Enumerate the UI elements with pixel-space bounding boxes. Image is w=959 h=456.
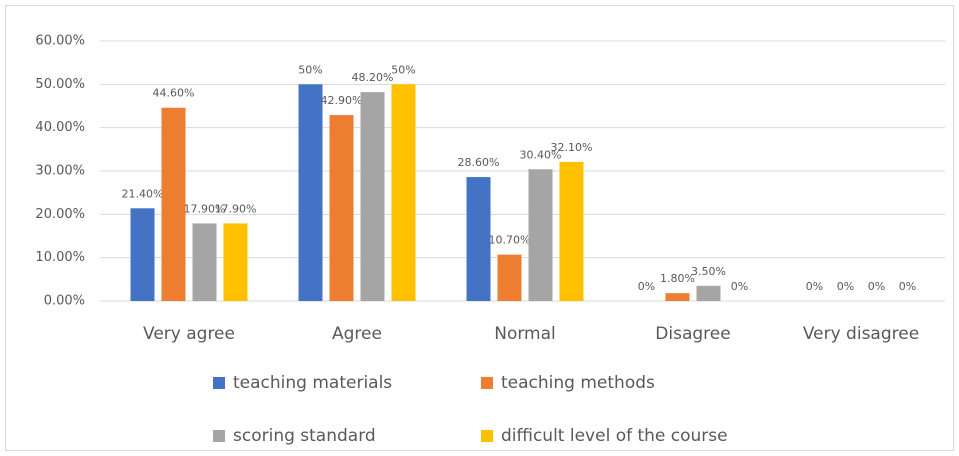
x-tick-label: Normal [494, 324, 556, 344]
legend-swatch [481, 377, 493, 389]
bar [192, 223, 217, 301]
legend-label: teaching materials [233, 373, 392, 393]
value-label: 3.50% [691, 265, 726, 278]
value-label: 50% [391, 63, 415, 76]
y-tick-label: 50.00% [35, 77, 85, 92]
y-tick-label: 20.00% [35, 207, 85, 222]
bar [665, 293, 690, 301]
value-label: 21.40% [122, 187, 164, 200]
value-label: 0% [837, 280, 854, 293]
bar [223, 223, 248, 301]
value-label: 42.90% [321, 94, 363, 107]
bar [360, 92, 385, 301]
value-label: 30.40% [520, 148, 562, 161]
value-label: 10.70% [489, 234, 531, 247]
bar [130, 208, 155, 301]
legend-label: difficult level of the course [501, 426, 728, 446]
y-tick-label: 10.00% [35, 250, 85, 265]
x-tick-label: Very agree [143, 324, 235, 344]
y-tick-label: 30.00% [35, 164, 85, 179]
value-label: 0% [899, 280, 916, 293]
x-tick-label: Agree [332, 324, 382, 344]
bar [329, 115, 354, 301]
legend-label: scoring standard [233, 426, 376, 446]
y-tick-label: 0.00% [44, 294, 85, 309]
value-label: 32.10% [551, 141, 593, 154]
value-label: 1.80% [660, 272, 695, 285]
legend-swatch [213, 377, 225, 389]
value-label: 0% [731, 280, 748, 293]
y-tick-label: 60.00% [35, 34, 85, 49]
x-tick-label: Very disagree [803, 324, 919, 344]
value-label: 48.20% [352, 71, 394, 84]
bar [696, 285, 721, 301]
x-tick-label: Disagree [655, 324, 730, 344]
y-tick-label: 40.00% [35, 120, 85, 135]
legend-label: teaching methods [501, 373, 655, 393]
bar [298, 84, 323, 301]
bar [391, 84, 416, 301]
bar [528, 169, 553, 301]
value-label: 44.60% [153, 87, 195, 100]
value-label: 28.60% [458, 156, 500, 169]
value-label: 17.90% [184, 202, 226, 215]
bar [466, 177, 491, 301]
legend-swatch [481, 430, 493, 442]
bar [161, 107, 186, 301]
value-label: 17.90% [215, 202, 257, 215]
value-label: 0% [868, 280, 885, 293]
value-label: 0% [806, 280, 823, 293]
value-label: 0% [638, 280, 655, 293]
bar [497, 254, 522, 301]
value-label: 50% [298, 63, 322, 76]
legend-swatch [213, 430, 225, 442]
bar [559, 161, 584, 301]
